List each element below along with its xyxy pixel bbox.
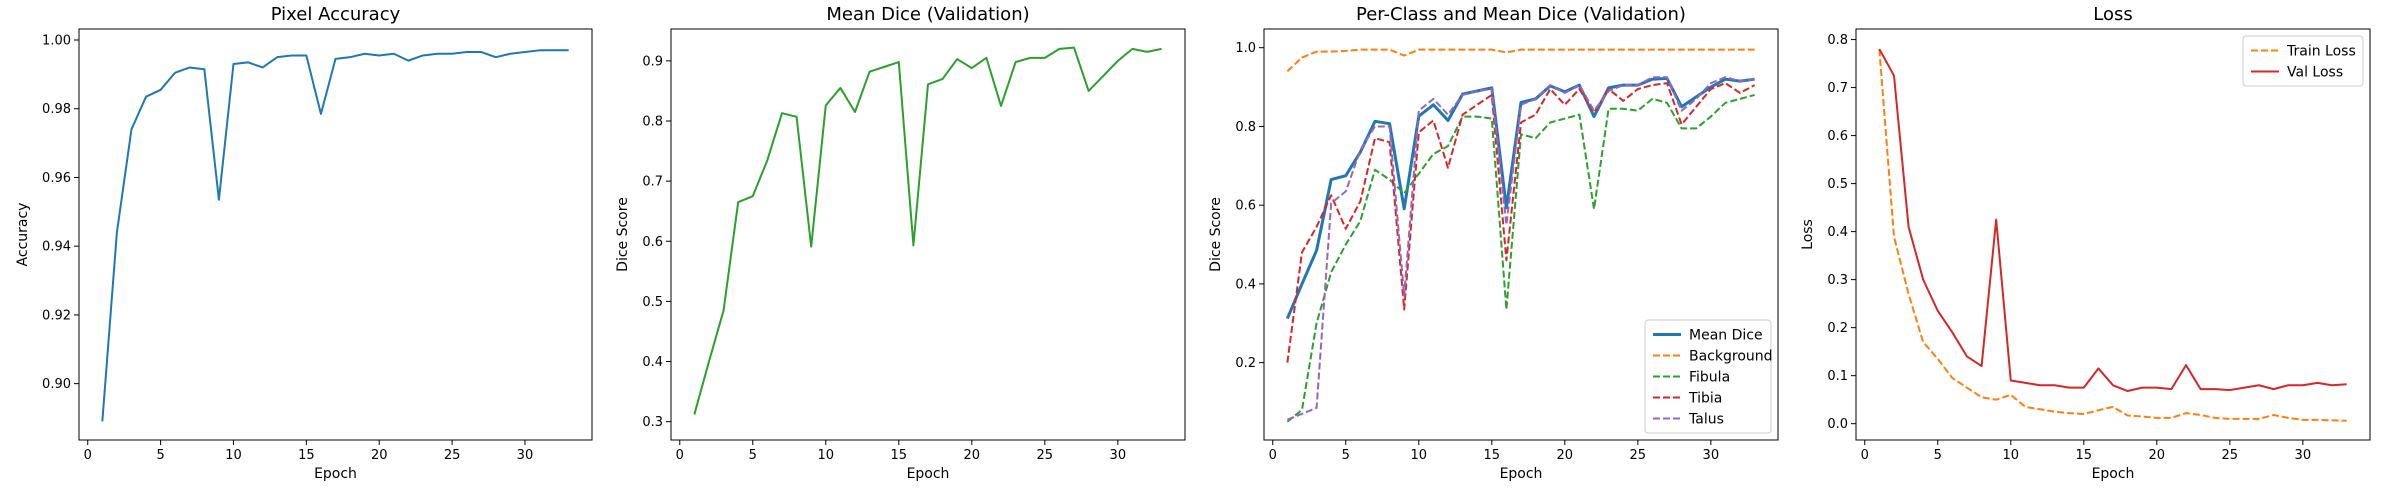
x-tick-label: 0 bbox=[676, 448, 684, 463]
x-tick-label: 0 bbox=[1861, 448, 1869, 463]
series-line-train-loss bbox=[1878, 49, 2347, 422]
y-tick-label: 1.00 bbox=[42, 33, 71, 48]
chart-title: Loss bbox=[2093, 4, 2132, 25]
x-tick-label: 20 bbox=[371, 448, 388, 463]
chart-title: Mean Dice (Validation) bbox=[826, 4, 1029, 25]
series-group bbox=[693, 46, 1162, 415]
y-tick-label: 0.9 bbox=[642, 54, 663, 69]
y-tick-label: 0.3 bbox=[1827, 273, 1848, 288]
x-axis-label: Epoch bbox=[2092, 466, 2135, 482]
y-axis-label: Accuracy bbox=[15, 203, 31, 267]
series-line-background bbox=[1286, 48, 1755, 73]
series-group bbox=[101, 49, 569, 422]
x-tick-label: 30 bbox=[517, 448, 534, 463]
y-tick-label: 0.8 bbox=[642, 115, 663, 130]
x-tick-label: 10 bbox=[818, 448, 835, 463]
x-axis-label: Epoch bbox=[314, 466, 357, 482]
series-line-fibula bbox=[1286, 93, 1755, 423]
y-tick-label: 0.92 bbox=[42, 308, 71, 323]
legend-entry: Background bbox=[1689, 349, 1773, 365]
chart-title: Pixel Accuracy bbox=[271, 4, 401, 25]
x-tick-label: 10 bbox=[225, 448, 242, 463]
x-tick-label: 20 bbox=[2149, 448, 2166, 463]
series-line-1 bbox=[101, 49, 569, 422]
legend: Mean Dice Background Fibula Tibia Talus bbox=[1644, 319, 1773, 434]
subplot-3: 0 5 10 15 20 25 30 0.2 0.4 0.6 0.8 1.0 Per-Class and… bbox=[1208, 4, 1779, 482]
y-tick-label: 0.2 bbox=[1235, 356, 1256, 371]
x-tick-label: 20 bbox=[1557, 448, 1574, 463]
x-tick-label: 30 bbox=[2295, 448, 2312, 463]
y-axis-label: Dice Score bbox=[615, 197, 631, 272]
y-tick-label: 0.0 bbox=[1827, 417, 1848, 432]
legend-entry: Mean Dice bbox=[1689, 328, 1763, 344]
series-line-1 bbox=[693, 46, 1162, 415]
legend-box bbox=[2242, 35, 2364, 87]
y-tick-label: 0.1 bbox=[1827, 369, 1848, 384]
subplot-2: 0 5 10 15 20 25 30 0.3 0.4 0.5 0.6 0.7 0.8 0.9 Mean Di… bbox=[615, 4, 1186, 482]
x-axis-label: Epoch bbox=[907, 466, 950, 482]
axes-frame bbox=[670, 28, 1186, 441]
x-tick-label: 5 bbox=[1342, 448, 1350, 463]
x-tick-label: 30 bbox=[1110, 448, 1127, 463]
series-line-val-loss bbox=[1878, 48, 2347, 393]
x-tick-label: 5 bbox=[749, 448, 757, 463]
x-tick-label: 15 bbox=[2076, 448, 2093, 463]
axes-frame bbox=[1263, 28, 1779, 441]
x-tick-label: 25 bbox=[444, 448, 461, 463]
y-tick-label: 0.2 bbox=[1827, 321, 1848, 336]
legend-entry: Train Loss bbox=[2286, 44, 2356, 60]
legend: Train Loss Val Loss bbox=[2242, 35, 2364, 87]
y-tick-label: 0.7 bbox=[1827, 81, 1848, 96]
y-axis-label: Loss bbox=[1800, 219, 1816, 250]
subplot-4: 0 5 10 15 20 25 30 0.0 0.1 0.2 0.3 0.4 0.5 0.6 0.7 0.8 L… bbox=[1800, 4, 2371, 482]
y-tick-label: 0.8 bbox=[1827, 33, 1848, 48]
x-tick-label: 25 bbox=[1037, 448, 1054, 463]
x-tick-label: 25 bbox=[1630, 448, 1647, 463]
x-tick-label: 0 bbox=[1269, 448, 1277, 463]
x-tick-label: 15 bbox=[298, 448, 315, 463]
chart-title: Per-Class and Mean Dice (Validation) bbox=[1356, 4, 1686, 25]
y-tick-label: 0.6 bbox=[642, 235, 663, 250]
x-tick-label: 20 bbox=[964, 448, 981, 463]
series-line-tibia bbox=[1286, 82, 1756, 363]
y-tick-label: 0.5 bbox=[642, 295, 663, 310]
x-tick-label: 15 bbox=[891, 448, 908, 463]
series-group bbox=[1878, 48, 2347, 422]
y-tick-label: 0.4 bbox=[1235, 277, 1256, 292]
axes-frame bbox=[1855, 28, 2371, 441]
y-tick-label: 0.6 bbox=[1827, 129, 1848, 144]
subplot-1: 0 5 10 15 20 25 30 0.90 0.92 0.94 0.96 0.98 1.00 Pixe… bbox=[15, 4, 593, 482]
series-group bbox=[1285, 48, 1756, 423]
x-tick-label: 25 bbox=[2222, 448, 2239, 463]
y-tick-label: 0.94 bbox=[42, 240, 71, 255]
legend-entry: Fibula bbox=[1689, 370, 1730, 386]
y-tick-label: 0.90 bbox=[42, 377, 71, 392]
x-tick-label: 5 bbox=[1934, 448, 1942, 463]
x-tick-label: 30 bbox=[1703, 448, 1720, 463]
x-tick-label: 5 bbox=[156, 448, 164, 463]
y-tick-label: 0.8 bbox=[1235, 120, 1256, 135]
x-axis-label: Epoch bbox=[1500, 466, 1543, 482]
y-tick-label: 0.6 bbox=[1235, 199, 1256, 214]
y-tick-label: 1.0 bbox=[1235, 41, 1256, 56]
x-tick-label: 10 bbox=[1411, 448, 1428, 463]
y-tick-label: 0.5 bbox=[1827, 177, 1848, 192]
x-tick-label: 10 bbox=[2003, 448, 2020, 463]
x-tick-label: 0 bbox=[84, 448, 92, 463]
y-tick-label: 0.7 bbox=[642, 175, 663, 190]
legend-box bbox=[1644, 319, 1772, 434]
y-tick-label: 0.4 bbox=[642, 355, 663, 370]
legend-entry: Tibia bbox=[1688, 391, 1722, 407]
y-axis-label: Dice Score bbox=[1208, 197, 1224, 272]
series-line-mean-dice bbox=[1285, 76, 1755, 320]
axes-frame bbox=[78, 28, 593, 441]
legend-entry: Val Loss bbox=[2287, 65, 2343, 81]
y-tick-label: 0.98 bbox=[42, 102, 71, 117]
x-tick-label: 15 bbox=[1484, 448, 1501, 463]
y-tick-label: 0.96 bbox=[42, 171, 71, 186]
y-tick-label: 0.4 bbox=[1827, 225, 1848, 240]
legend-entry: Talus bbox=[1688, 412, 1724, 428]
y-tick-label: 0.3 bbox=[642, 415, 663, 430]
